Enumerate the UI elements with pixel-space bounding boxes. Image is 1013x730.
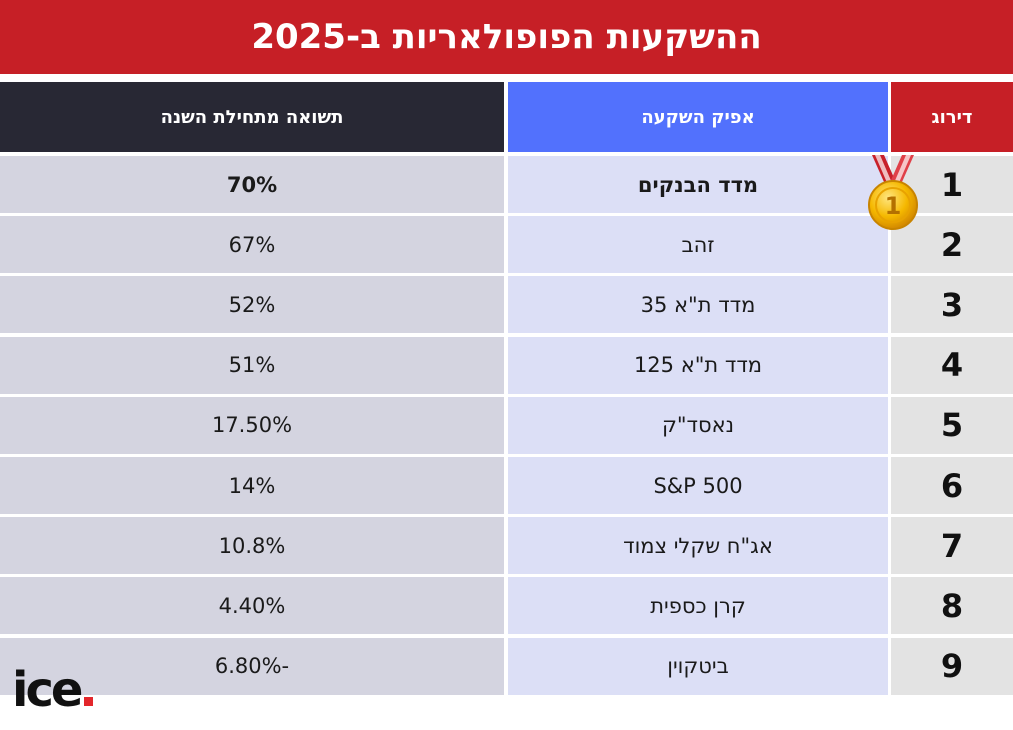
gold-medal-icon: 1	[868, 155, 918, 230]
return-value: 10.8%	[218, 533, 286, 558]
header-investment: אפיק השקעה	[508, 82, 888, 152]
rank-cell: 4	[891, 336, 1013, 394]
return-cell: 10.8%	[0, 517, 504, 575]
investment-cell: S&P 500	[508, 457, 888, 514]
investment-cell: אג"ח שקלי צמוד	[508, 517, 888, 575]
return-cell: 70%	[0, 156, 504, 213]
rank-cell: 5	[891, 396, 1013, 454]
investment-cell: מדד ת"א 125	[508, 336, 888, 394]
return-value: 14%	[228, 473, 276, 498]
return-cell: 17.50%	[0, 396, 504, 454]
rank-cell: 8	[891, 577, 1013, 635]
return-value: 52%	[228, 292, 276, 317]
rank-cell: 9	[891, 637, 1013, 695]
investment-cell: נאסד"ק	[508, 396, 888, 454]
rank-cell: 3	[891, 276, 1013, 334]
return-cell: 6.80%-	[0, 637, 504, 695]
return-cell: 51%	[0, 336, 504, 394]
investment-cell: זהב	[508, 216, 888, 274]
rank-cell: 2	[891, 216, 1013, 274]
medal-label: 1	[885, 192, 902, 220]
rank-cell: 6	[891, 457, 1013, 514]
return-value: 4.40%	[218, 593, 286, 618]
return-cell: 52%	[0, 276, 504, 334]
logo-text: ice	[12, 662, 83, 718]
return-value: 6.80%-	[214, 654, 290, 679]
rank-cell: 7	[891, 517, 1013, 575]
investment-cell: מדד ת"א 35	[508, 276, 888, 334]
return-value: 51%	[228, 353, 276, 378]
ice-logo: ice	[12, 666, 94, 714]
return-value: 17.50%	[211, 413, 293, 438]
page-title: ההשקעות הפופולאריות ב-2025	[0, 0, 1013, 74]
return-value: 67%	[228, 232, 276, 257]
return-cell: 4.40%	[0, 577, 504, 635]
logo-dot	[84, 697, 94, 706]
header-return: תשואה מתחילת השנה	[0, 82, 504, 152]
investment-cell: מדד הבנקים	[508, 156, 888, 213]
investment-cell: ביטקוין	[508, 637, 888, 695]
return-cell: 14%	[0, 457, 504, 514]
return-cell: 67%	[0, 216, 504, 274]
return-value: 70%	[226, 172, 278, 197]
investment-cell: קרן כספית	[508, 577, 888, 635]
header-rank: דירוג	[891, 82, 1013, 152]
